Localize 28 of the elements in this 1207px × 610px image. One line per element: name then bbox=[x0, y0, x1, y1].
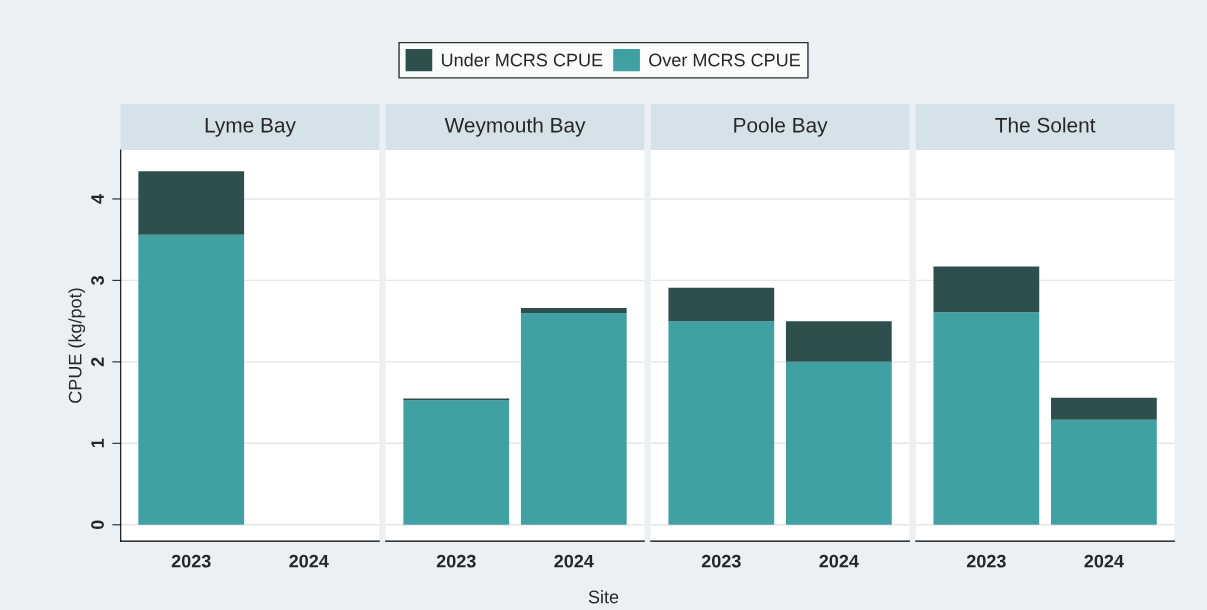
x-tick-label: 2023 bbox=[701, 554, 741, 568]
chart-title: Weymouth Bay bbox=[444, 117, 586, 137]
x-tick-label: 2024 bbox=[554, 554, 594, 568]
bar bbox=[1051, 419, 1157, 525]
x-axis-title: Site bbox=[588, 590, 619, 604]
bar bbox=[520, 308, 627, 313]
x-tick-label: 2023 bbox=[436, 554, 476, 568]
x-tick-label: 2024 bbox=[289, 554, 329, 568]
bar bbox=[403, 400, 510, 525]
bar bbox=[520, 312, 627, 525]
chart-title: Lyme Bay bbox=[205, 118, 296, 137]
bar bbox=[933, 312, 1040, 525]
bar bbox=[933, 266, 1040, 313]
x-tick-label: 2024 bbox=[1084, 554, 1124, 568]
chart-title: Poole Bay bbox=[734, 117, 828, 137]
x-tick-label: 2023 bbox=[171, 554, 211, 568]
bar bbox=[1051, 397, 1157, 420]
y-tick-label: 2 bbox=[91, 357, 104, 367]
y-tick-label: 0 bbox=[91, 520, 104, 530]
legend-label: Over MCRS CPUE bbox=[649, 53, 800, 67]
chart-title: The Solent bbox=[995, 117, 1096, 133]
y-tick-label: 1 bbox=[91, 438, 104, 448]
x-tick-label: 2024 bbox=[819, 554, 859, 568]
y-tick-label: 3 bbox=[91, 276, 104, 285]
legend-label: Under MCRS CPUE bbox=[441, 53, 603, 67]
x-tick-label: 2023 bbox=[966, 554, 1006, 568]
y-tick-label: 4 bbox=[91, 194, 104, 204]
y-axis-title: CPUE (kg/pot) bbox=[68, 288, 86, 403]
